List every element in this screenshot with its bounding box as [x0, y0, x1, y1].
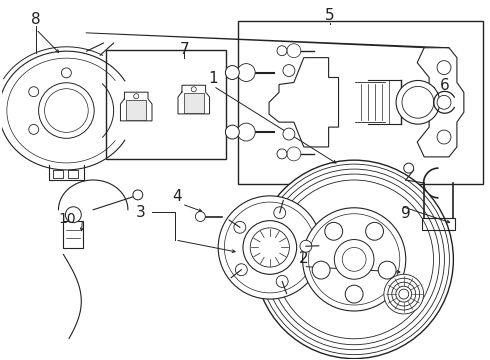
Circle shape — [287, 44, 301, 58]
Circle shape — [404, 163, 414, 173]
Circle shape — [402, 86, 434, 118]
Polygon shape — [184, 93, 204, 113]
Circle shape — [396, 286, 412, 302]
Circle shape — [384, 274, 424, 314]
Circle shape — [45, 89, 88, 132]
Text: 2: 2 — [298, 251, 308, 266]
Text: 7: 7 — [179, 42, 189, 57]
Circle shape — [277, 46, 287, 56]
Circle shape — [345, 285, 363, 303]
Circle shape — [287, 147, 301, 161]
Text: 1: 1 — [209, 71, 218, 86]
Circle shape — [312, 261, 330, 279]
Circle shape — [191, 87, 196, 92]
Circle shape — [218, 196, 321, 299]
Circle shape — [243, 221, 296, 274]
Text: 10: 10 — [59, 212, 76, 226]
Circle shape — [191, 95, 196, 100]
Circle shape — [274, 207, 286, 219]
Circle shape — [61, 68, 72, 78]
Circle shape — [133, 190, 143, 200]
Circle shape — [196, 212, 205, 221]
Circle shape — [235, 264, 247, 276]
Circle shape — [283, 128, 295, 140]
Text: 8: 8 — [31, 12, 41, 27]
Circle shape — [191, 104, 196, 109]
Circle shape — [309, 214, 400, 305]
Text: 9: 9 — [401, 206, 410, 221]
Circle shape — [225, 66, 239, 80]
Bar — [421, 218, 455, 230]
Circle shape — [399, 289, 409, 299]
Circle shape — [300, 240, 312, 252]
Polygon shape — [126, 100, 146, 120]
Circle shape — [437, 130, 451, 144]
Circle shape — [224, 202, 315, 293]
Bar — [238, 21, 483, 184]
Circle shape — [259, 164, 449, 355]
Circle shape — [277, 149, 287, 159]
Bar — [63, 221, 83, 248]
Circle shape — [342, 247, 366, 271]
Circle shape — [234, 221, 246, 233]
Circle shape — [39, 83, 94, 138]
Circle shape — [237, 64, 255, 81]
Circle shape — [392, 282, 416, 306]
Circle shape — [237, 123, 255, 141]
Bar — [106, 50, 225, 158]
Circle shape — [302, 208, 406, 311]
Circle shape — [134, 103, 139, 108]
Circle shape — [325, 222, 343, 240]
Circle shape — [388, 278, 419, 310]
Circle shape — [250, 228, 290, 267]
Circle shape — [334, 239, 374, 279]
Circle shape — [134, 111, 139, 116]
Circle shape — [264, 169, 444, 350]
Circle shape — [65, 207, 81, 223]
Circle shape — [134, 94, 139, 99]
Text: 6: 6 — [440, 78, 449, 93]
Circle shape — [225, 125, 239, 139]
Circle shape — [366, 222, 384, 240]
Circle shape — [276, 275, 288, 287]
Text: 3: 3 — [136, 204, 146, 220]
Circle shape — [255, 160, 453, 359]
Circle shape — [437, 60, 451, 75]
Circle shape — [275, 180, 434, 339]
Circle shape — [437, 95, 451, 109]
Circle shape — [283, 64, 295, 77]
Circle shape — [269, 174, 440, 345]
Circle shape — [396, 81, 440, 124]
Circle shape — [378, 261, 396, 279]
Text: 4: 4 — [172, 189, 182, 203]
Circle shape — [29, 125, 39, 134]
Text: 5: 5 — [325, 8, 335, 23]
Circle shape — [29, 87, 39, 96]
